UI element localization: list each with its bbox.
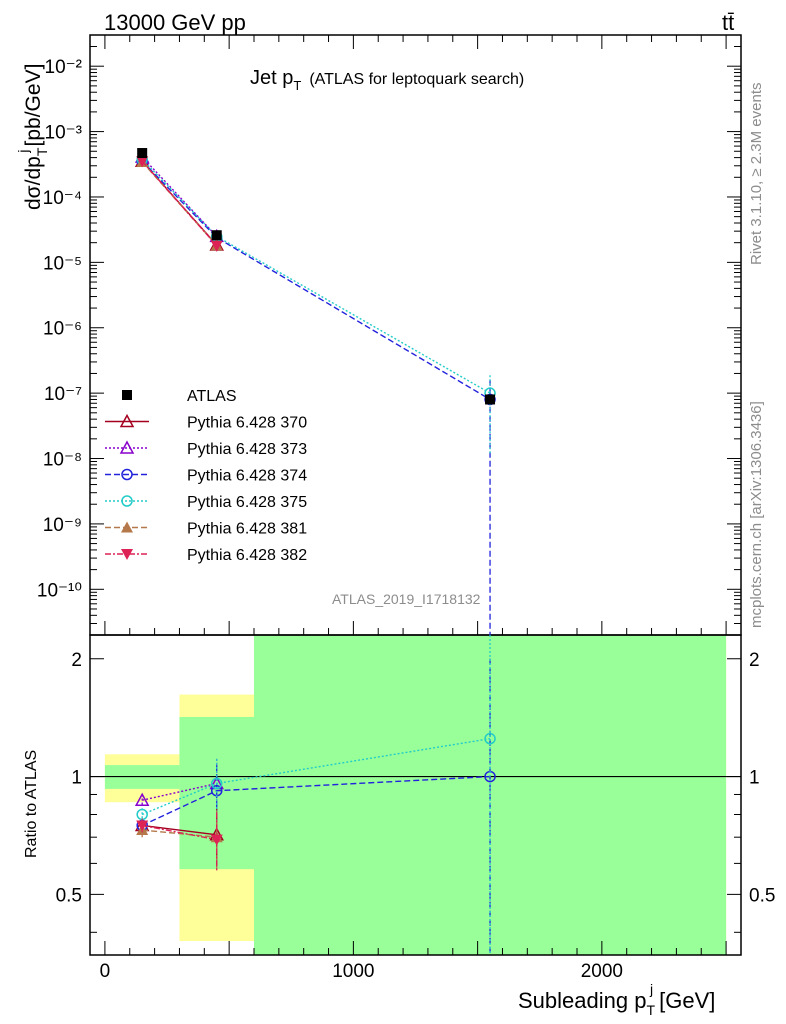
y-tick-label: 10⁻⁵ bbox=[43, 253, 82, 274]
ratio-series-line bbox=[142, 829, 217, 838]
series-line bbox=[141, 160, 491, 401]
chart-title: Jet pT (ATLAS for leptoquark search) bbox=[250, 67, 524, 93]
legend-marker bbox=[122, 390, 132, 400]
legend-label: Pythia 6.428 382 bbox=[187, 547, 307, 564]
header-left-label: 13000 GeV pp bbox=[104, 10, 246, 35]
y-tick-label: 10⁻⁹ bbox=[43, 515, 82, 536]
ratio-series-point bbox=[210, 834, 223, 846]
series-line bbox=[141, 158, 491, 394]
ratio-series-point bbox=[134, 792, 150, 806]
ratio-tick-label-left: 2 bbox=[71, 650, 82, 671]
main-plot-frame bbox=[89, 34, 742, 636]
ratio-tick-label-right: 2 bbox=[749, 650, 760, 671]
y-tick-label: 10⁻⁷ bbox=[44, 384, 82, 405]
ratio-series-point bbox=[136, 820, 149, 832]
ratio-series-line bbox=[142, 824, 217, 836]
legend-marker bbox=[121, 468, 133, 481]
y-tick-label: 10⁻² bbox=[45, 57, 83, 78]
ratio-series-point bbox=[210, 777, 223, 790]
series-line bbox=[141, 156, 218, 237]
y-axis-label: dσ/dpTj[pb/GeV] bbox=[15, 64, 50, 210]
header-right-label: tt̄ bbox=[722, 10, 734, 35]
y-tick-label: 10⁻³ bbox=[45, 123, 83, 144]
ratio-series-line bbox=[142, 824, 217, 841]
data-point bbox=[211, 230, 222, 241]
legend: ATLAS Pythia 6.428 370 Pythia 6.428 373 Pyt… bbox=[105, 388, 307, 564]
mcplots-label: mcplots.cern.ch [arXiv:1306.3436] bbox=[748, 401, 765, 628]
data-point bbox=[137, 148, 148, 159]
x-tick-label: 0 bbox=[100, 961, 111, 982]
legend-label: Pythia 6.428 381 bbox=[187, 521, 307, 538]
legend-marker bbox=[119, 440, 135, 454]
legend-marker bbox=[121, 521, 133, 533]
series-curves bbox=[134, 148, 496, 635]
y-tick-label: 10⁻⁸ bbox=[43, 450, 82, 471]
y-tick-label: 10⁻⁶ bbox=[43, 319, 82, 340]
series-line bbox=[141, 160, 218, 247]
y-tick-label: 10⁻⁴ bbox=[43, 188, 82, 209]
legend-label: Pythia 6.428 370 bbox=[187, 415, 307, 432]
legend-label: Pythia 6.428 373 bbox=[187, 441, 307, 458]
rivet-label: Rivet 3.1.10, ≥ 2.3M events bbox=[748, 83, 765, 266]
legend-label: Pythia 6.428 374 bbox=[187, 468, 307, 485]
data-point bbox=[485, 394, 496, 405]
x-tick-label: 2000 bbox=[581, 961, 623, 982]
legend-marker bbox=[121, 549, 133, 560]
legend-label: Pythia 6.428 375 bbox=[187, 494, 307, 511]
ratio-y-axis-label: Ratio to ATLAS bbox=[23, 750, 40, 858]
ratio-tick-label-left: 0.5 bbox=[56, 885, 82, 906]
legend-marker bbox=[119, 413, 135, 428]
analysis-id-label: ATLAS_2019_I1718132 bbox=[332, 591, 481, 607]
ratio-tick-label-right: 0.5 bbox=[749, 885, 775, 906]
ratio-tick-label-left: 1 bbox=[71, 768, 82, 789]
y-tick-label: 10⁻¹⁰ bbox=[37, 580, 82, 601]
series-point bbox=[136, 156, 149, 168]
ratio-series-line bbox=[142, 782, 217, 801]
ratio-plot-frame bbox=[89, 634, 742, 956]
ratio-series-point bbox=[484, 732, 496, 745]
ratio-curves bbox=[134, 635, 496, 955]
x-axis-label: Subleading pTj [GeV] bbox=[518, 981, 715, 1018]
legend-marker bbox=[121, 495, 133, 507]
ratio-tick-label-right: 1 bbox=[749, 768, 760, 789]
legend-label: ATLAS bbox=[187, 388, 237, 405]
x-tick-label: 1000 bbox=[332, 961, 374, 982]
ratio-series-line bbox=[141, 775, 491, 827]
series-point bbox=[210, 240, 223, 252]
